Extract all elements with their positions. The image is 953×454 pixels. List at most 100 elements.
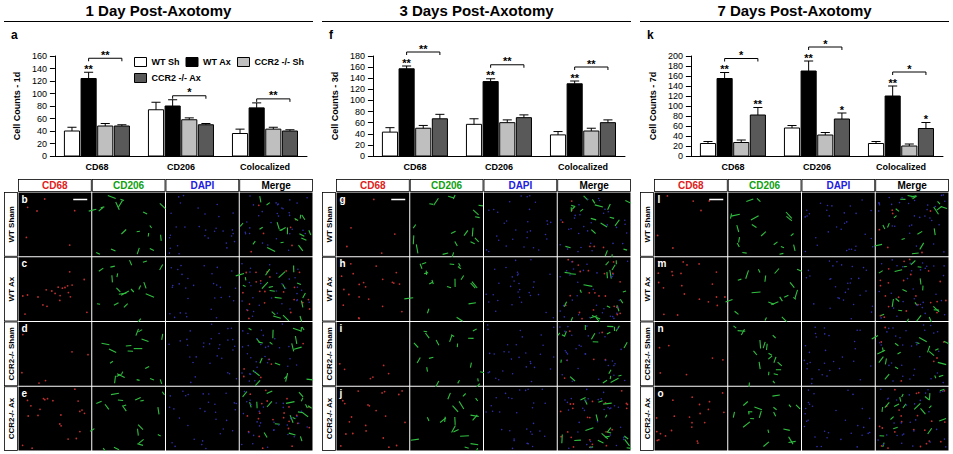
svg-text:**: ** [587,58,596,70]
svg-text:m: m [658,258,667,269]
svg-text:*: * [840,104,845,116]
svg-text:CCR2 -/- Ax: CCR2 -/- Ax [152,73,201,83]
svg-text:180: 180 [350,51,365,61]
svg-text:CD206: CD206 [803,162,831,172]
svg-text:160: 160 [668,71,683,81]
svg-text:CCR2-/- Sham: CCR2-/- Sham [325,327,334,380]
svg-text:0: 0 [360,151,365,161]
svg-text:100: 100 [350,95,365,105]
svg-text:Colocalized: Colocalized [558,162,608,172]
svg-text:Cell Counts - 3d: Cell Counts - 3d [330,72,340,141]
svg-text:**: ** [754,98,763,110]
svg-text:e: e [22,388,28,399]
svg-text:DAPI: DAPI [826,180,850,191]
svg-text:**: ** [888,77,897,89]
svg-text:WT Ax: WT Ax [7,276,16,301]
svg-text:Cell Counts - 1d: Cell Counts - 1d [12,72,22,141]
svg-text:WT Ax: WT Ax [643,276,652,301]
svg-text:20: 20 [37,139,47,149]
svg-text:CCR2-/- Ax: CCR2-/- Ax [643,397,652,439]
svg-text:CCR2-/- Sham: CCR2-/- Sham [7,327,16,380]
svg-text:CCR2-/- Ax: CCR2-/- Ax [325,397,334,439]
svg-text:**: ** [720,63,729,75]
svg-text:80: 80 [673,111,683,121]
svg-text:CD206: CD206 [167,162,195,172]
svg-text:**: ** [804,52,813,64]
svg-text:**: ** [101,49,110,61]
svg-text:60: 60 [673,121,683,131]
svg-text:DAPI: DAPI [190,180,214,191]
svg-text:160: 160 [32,51,47,61]
svg-text:CD206: CD206 [749,180,781,191]
svg-text:40: 40 [37,126,47,136]
svg-text:*: * [907,63,912,75]
svg-text:**: ** [84,63,93,75]
svg-text:CD68: CD68 [42,180,68,191]
svg-text:0: 0 [42,151,47,161]
svg-text:WT Sham: WT Sham [643,206,652,242]
svg-text:180: 180 [668,61,683,71]
svg-text:140: 140 [32,64,47,74]
svg-text:160: 160 [350,62,365,72]
svg-text:20: 20 [673,141,683,151]
svg-text:WT Sham: WT Sham [325,206,334,242]
svg-text:h: h [340,258,346,269]
svg-text:140: 140 [350,73,365,83]
svg-text:f: f [329,28,334,42]
svg-text:40: 40 [673,131,683,141]
svg-text:WT Sh: WT Sh [152,57,180,67]
svg-text:**: ** [486,69,495,81]
svg-text:n: n [658,323,664,334]
svg-text:0: 0 [678,151,683,161]
svg-text:k: k [647,28,654,42]
svg-text:40: 40 [355,129,365,139]
svg-text:g: g [340,194,346,205]
svg-text:*: * [739,49,744,61]
svg-text:*: * [823,38,828,50]
svg-text:100: 100 [668,101,683,111]
svg-text:**: ** [503,55,512,67]
svg-text:CD68: CD68 [403,162,426,172]
svg-text:60: 60 [37,114,47,124]
svg-text:Colocalized: Colocalized [240,162,290,172]
svg-text:CD68: CD68 [360,180,386,191]
svg-text:200: 200 [668,51,683,61]
svg-text:120: 120 [32,76,47,86]
svg-text:CCR2-/- Ax: CCR2-/- Ax [7,397,16,439]
svg-text:d: d [22,323,28,334]
svg-text:Colocalized: Colocalized [876,162,926,172]
svg-text:CCR2-/- Sham: CCR2-/- Sham [643,327,652,380]
svg-text:WT Sham: WT Sham [7,206,16,242]
svg-text:80: 80 [355,107,365,117]
svg-text:b: b [22,194,28,205]
svg-text:l: l [658,194,661,205]
svg-text:Merge: Merge [579,180,609,191]
svg-text:CD68: CD68 [721,162,744,172]
svg-text:**: ** [269,89,278,101]
svg-text:100: 100 [32,89,47,99]
svg-text:80: 80 [37,101,47,111]
svg-text:a: a [11,28,18,42]
svg-text:CD68: CD68 [85,162,108,172]
svg-text:c: c [22,258,28,269]
svg-text:WT Ax: WT Ax [203,57,231,67]
svg-text:**: ** [570,72,579,84]
svg-text:**: ** [402,57,411,69]
svg-text:Merge: Merge [897,180,927,191]
svg-text:120: 120 [668,91,683,101]
svg-text:DAPI: DAPI [508,180,532,191]
svg-text:CD206: CD206 [113,180,145,191]
svg-text:j: j [339,388,343,399]
svg-text:i: i [340,323,343,334]
svg-text:CD68: CD68 [678,180,704,191]
svg-text:20: 20 [355,140,365,150]
svg-text:*: * [924,113,929,125]
svg-text:CCR2 -/- Sh: CCR2 -/- Sh [255,57,305,67]
svg-text:CD206: CD206 [431,180,463,191]
svg-text:o: o [658,388,664,399]
svg-text:140: 140 [668,81,683,91]
svg-text:WT Ax: WT Ax [325,276,334,301]
svg-text:*: * [187,86,192,98]
svg-text:CD206: CD206 [485,162,513,172]
svg-text:**: ** [419,43,428,55]
